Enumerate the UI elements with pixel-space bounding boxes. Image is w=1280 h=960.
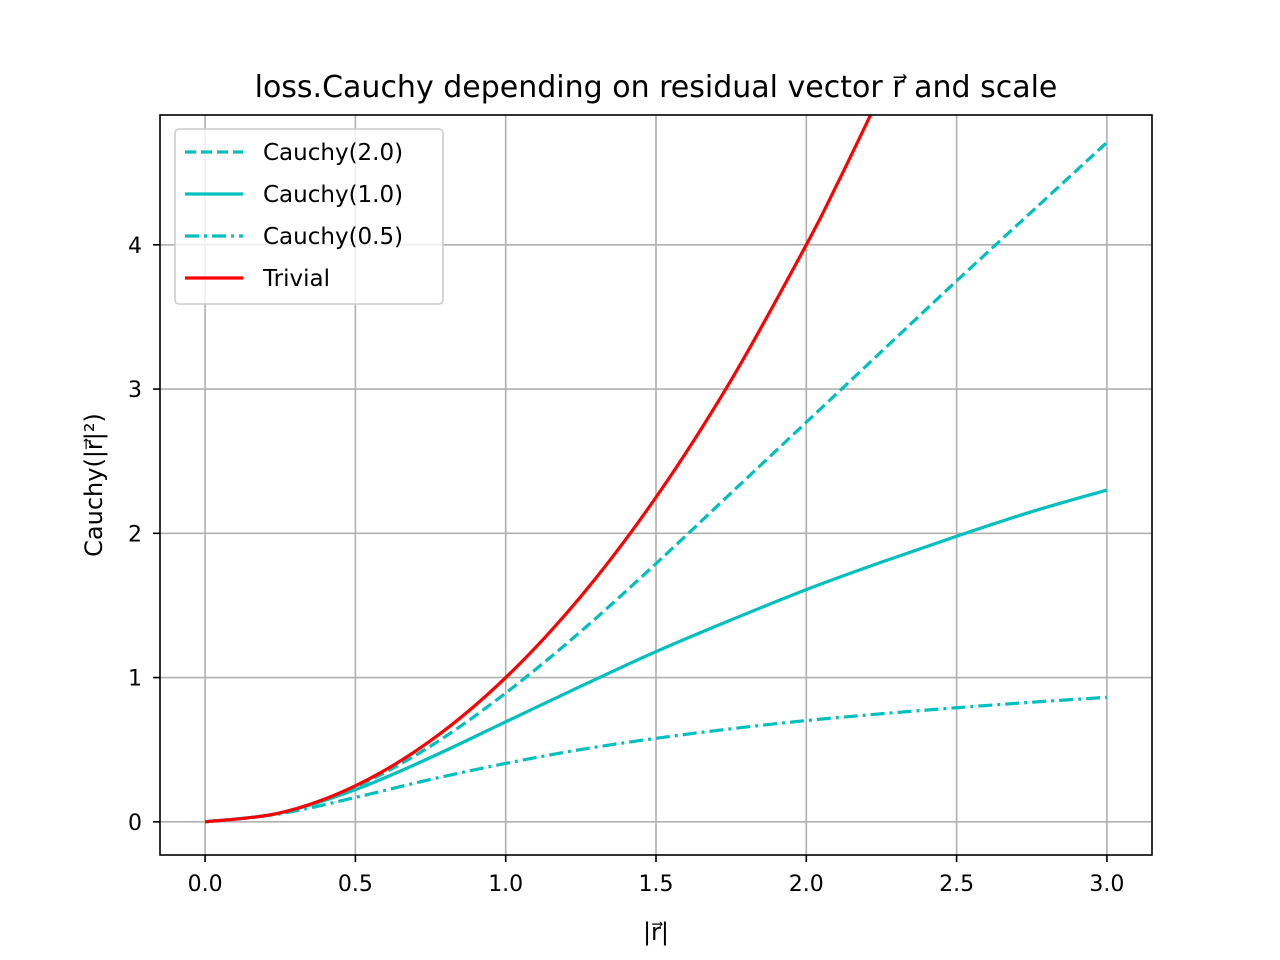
x-tick-label: 1.5 — [639, 872, 674, 897]
x-tick-label: 0.0 — [188, 872, 223, 897]
x-tick-label: 2.0 — [789, 872, 824, 897]
y-axis-label: Cauchy(|r⃗|²) — [80, 413, 108, 557]
y-axis-ticks: 0 1 2 3 4 — [128, 234, 160, 836]
x-tick-label: 3.0 — [1089, 872, 1124, 897]
plot-area — [204, 115, 1108, 824]
legend-label: Trivial — [262, 266, 330, 292]
x-tick-label: 2.5 — [939, 872, 974, 897]
series-line-cauchy-1-0 — [204, 488, 1108, 824]
x-tick-label: 0.5 — [338, 872, 373, 897]
series-line-cauchy-0-5 — [204, 695, 1108, 824]
y-tick-label: 2 — [128, 522, 142, 547]
y-tick-label: 4 — [128, 234, 142, 259]
y-tick-label: 3 — [128, 378, 142, 403]
x-axis-label: |r⃗| — [643, 918, 669, 946]
legend-label: Cauchy(0.5) — [263, 224, 403, 250]
chart-title: loss.Cauchy depending on residual vector… — [255, 70, 1058, 105]
legend-box — [174, 128, 444, 305]
legend: Cauchy(2.0) Cauchy(1.0) Cauchy(0.5) Trivial — [174, 128, 444, 305]
legend-label: Cauchy(1.0) — [263, 182, 403, 208]
y-tick-label: 1 — [128, 667, 142, 692]
y-tick-label: 0 — [128, 811, 142, 836]
x-axis-ticks: 0.0 0.5 1.0 1.5 2.0 2.5 3.0 — [188, 855, 1124, 897]
x-tick-label: 1.0 — [488, 872, 523, 897]
legend-label: Cauchy(2.0) — [263, 140, 403, 166]
series-lines — [204, 115, 1108, 824]
series-line-trivial — [204, 115, 873, 824]
